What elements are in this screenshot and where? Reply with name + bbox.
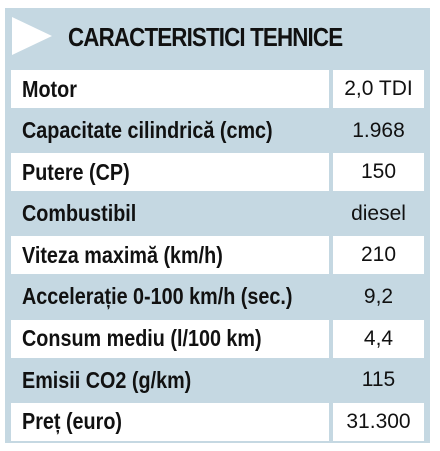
arrow-icon [12, 17, 52, 55]
spec-label: Combustibil [11, 194, 329, 233]
table-row: Combustibil diesel [11, 194, 424, 233]
spec-value: 210 [333, 236, 424, 275]
table-row: Preț (euro) 31.300 [11, 402, 424, 441]
spec-value: 150 [333, 153, 424, 192]
spec-value: 4,4 [333, 319, 424, 358]
table-title: CARACTERISTICI TEHNICE [68, 22, 343, 52]
spec-label: Preț (euro) [11, 402, 329, 441]
spec-label: Viteza maximă (km/h) [11, 236, 329, 275]
spec-label: Motor [11, 70, 329, 108]
spec-value: 2,0 TDI [333, 70, 424, 108]
spec-label: Emisii CO2 (g/km) [11, 361, 329, 400]
table-row: Accelerație 0-100 km/h (sec.) 9,2 [11, 277, 424, 316]
spec-value: 1.968 [333, 111, 424, 150]
table-row: Motor 2,0 TDI [11, 70, 424, 108]
spec-value: 115 [333, 361, 424, 400]
spec-value: diesel [333, 194, 424, 233]
spec-table: CARACTERISTICI TEHNICE Motor 2,0 TDI Cap… [5, 8, 430, 443]
spec-label: Accelerație 0-100 km/h (sec.) [11, 277, 329, 316]
table-row: Putere (CP) 150 [11, 153, 424, 192]
spec-value: 9,2 [333, 277, 424, 316]
table-row: Consum mediu (l/100 km) 4,4 [11, 319, 424, 358]
spec-value: 31.300 [333, 402, 424, 441]
spec-label: Putere (CP) [11, 153, 329, 192]
spec-rows: Motor 2,0 TDI Capacitate cilindrică (cmc… [11, 70, 424, 444]
spec-label: Capacitate cilindrică (cmc) [11, 111, 329, 150]
table-header: CARACTERISTICI TEHNICE [5, 8, 430, 66]
table-row: Emisii CO2 (g/km) 115 [11, 361, 424, 400]
table-row: Capacitate cilindrică (cmc) 1.968 [11, 111, 424, 150]
spec-label: Consum mediu (l/100 km) [11, 319, 329, 358]
table-row: Viteza maximă (km/h) 210 [11, 236, 424, 275]
